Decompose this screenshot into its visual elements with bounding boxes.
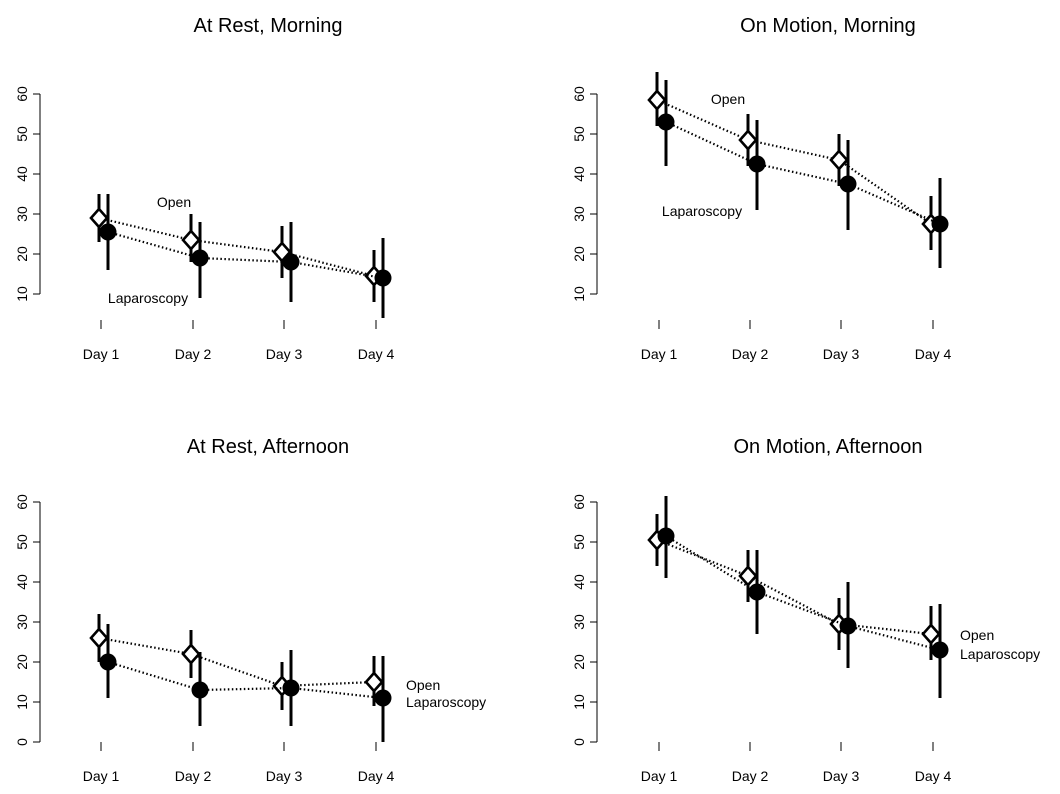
series-line-open — [98, 636, 375, 688]
panel-title: At Rest, Afternoon — [187, 436, 349, 458]
x-tick-label: Day 4 — [358, 346, 395, 362]
chart-panel-4: On Motion, Afternoon 0 10 20 30 40 50 60 Day 1 Da… — [571, 436, 1040, 784]
y-tick-label: 60 — [14, 86, 30, 102]
annotation-open: Open — [157, 194, 191, 210]
x-tick-label: Day 1 — [83, 346, 120, 362]
x-tick-label: Day 2 — [175, 346, 212, 362]
y-tick-label: 30 — [571, 206, 587, 222]
data-point-open — [89, 627, 109, 649]
x-tick-label: Day 4 — [915, 346, 952, 362]
data-point-laparoscopy — [99, 653, 117, 671]
data-point-open — [738, 565, 758, 587]
y-tick-label: 0 — [14, 738, 30, 746]
y-tick-label: 60 — [571, 86, 587, 102]
y-tick-label: 60 — [571, 494, 587, 510]
series-line-open — [656, 538, 932, 636]
data-point-laparoscopy — [931, 641, 949, 659]
series-line-laparoscopy — [665, 535, 941, 652]
y-tick-label: 40 — [571, 574, 587, 590]
x-tick-label: Day 1 — [83, 768, 120, 784]
x-tick-label: Day 1 — [641, 768, 678, 784]
x-tick-label: Day 3 — [823, 768, 860, 784]
data-point-open — [829, 149, 849, 171]
data-point-open — [89, 207, 109, 229]
x-tick-label: Day 3 — [266, 768, 303, 784]
x-tick-label: Day 4 — [915, 768, 952, 784]
y-tick-label: 50 — [571, 534, 587, 550]
data-point-laparoscopy — [191, 249, 209, 267]
data-point-open — [647, 89, 667, 111]
y-tick-label: 50 — [571, 126, 587, 142]
chart-panel-2: On Motion, Morning 10 20 30 40 50 60 Day 1 Day 2… — [571, 15, 951, 362]
series-line-laparoscopy — [107, 230, 384, 280]
annotation-laparoscopy: Laparoscopy — [108, 290, 188, 306]
data-point-open — [364, 671, 384, 693]
panel-title: On Motion, Morning — [740, 15, 916, 37]
x-tick-label: Day 2 — [732, 768, 769, 784]
annotation-open: Open — [960, 627, 994, 643]
series-line-open — [98, 216, 375, 278]
y-tick-label: 10 — [571, 694, 587, 710]
data-point-laparoscopy — [282, 253, 300, 271]
data-point-laparoscopy — [839, 617, 857, 635]
data-point-laparoscopy — [931, 215, 949, 233]
y-tick-label: 20 — [571, 654, 587, 670]
chart-panel-1: At Rest, Morning 10 20 30 40 50 60 Day 1 Day 2 Da… — [14, 15, 394, 362]
y-tick-label: 60 — [14, 494, 30, 510]
annotation-laparoscopy: Laparoscopy — [662, 203, 742, 219]
data-point-laparoscopy — [748, 155, 766, 173]
y-tick-label: 40 — [14, 166, 30, 182]
y-tick-label: 50 — [14, 126, 30, 142]
y-tick-label: 50 — [14, 534, 30, 550]
y-tick-label: 10 — [571, 286, 587, 302]
annotation-open: Open — [406, 677, 440, 693]
y-tick-label: 40 — [571, 166, 587, 182]
data-point-laparoscopy — [99, 223, 117, 241]
y-tick-label: 30 — [14, 614, 30, 630]
y-tick-label: 30 — [14, 206, 30, 222]
data-point-open — [921, 623, 941, 645]
data-point-open — [738, 129, 758, 151]
panel-title: At Rest, Morning — [194, 15, 343, 37]
data-point-laparoscopy — [657, 113, 675, 131]
data-point-laparoscopy — [374, 689, 392, 707]
y-tick-label: 10 — [14, 286, 30, 302]
x-tick-label: Day 1 — [641, 346, 678, 362]
data-point-open — [181, 229, 201, 251]
x-tick-label: Day 3 — [823, 346, 860, 362]
panel-title: On Motion, Afternoon — [733, 436, 922, 458]
x-tick-label: Day 2 — [175, 768, 212, 784]
series-line-laparoscopy — [107, 660, 384, 700]
y-tick-label: 30 — [571, 614, 587, 630]
data-point-laparoscopy — [839, 175, 857, 193]
y-tick-label: 20 — [14, 654, 30, 670]
data-point-laparoscopy — [748, 583, 766, 601]
data-point-laparoscopy — [657, 527, 675, 545]
series-line-open — [656, 98, 932, 225]
data-point-open — [181, 643, 201, 665]
data-point-laparoscopy — [282, 679, 300, 697]
data-point-laparoscopy — [374, 269, 392, 287]
x-tick-label: Day 2 — [732, 346, 769, 362]
y-tick-label: 0 — [571, 738, 587, 746]
x-tick-label: Day 3 — [266, 346, 303, 362]
y-tick-label: 40 — [14, 574, 30, 590]
annotation-laparoscopy: Laparoscopy — [960, 646, 1040, 662]
y-tick-label: 20 — [14, 246, 30, 262]
x-tick-label: Day 4 — [358, 768, 395, 784]
chart-panel-3: At Rest, Afternoon 0 10 20 30 40 50 60 Day 1 Day … — [14, 436, 486, 784]
y-tick-label: 20 — [571, 246, 587, 262]
data-point-laparoscopy — [191, 681, 209, 699]
annotation-open: Open — [711, 91, 745, 107]
y-tick-label: 10 — [14, 694, 30, 710]
annotation-laparoscopy: Laparoscopy — [406, 694, 486, 710]
